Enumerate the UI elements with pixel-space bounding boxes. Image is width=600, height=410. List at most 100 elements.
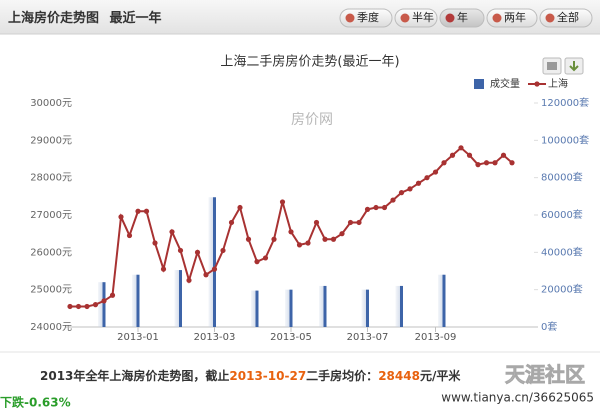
header-title: 上海房价走势图 最近一年 — [8, 10, 162, 26]
point — [381, 204, 388, 211]
point — [330, 236, 337, 242]
point — [449, 152, 456, 158]
point — [194, 249, 201, 255]
tab-button[interactable] — [394, 8, 438, 28]
y-tick-label: 24000元 — [30, 322, 72, 333]
bar-shade — [285, 289, 291, 327]
x-tick-label: 2013-03 — [194, 332, 236, 343]
bar — [442, 274, 446, 327]
x-tick-label: 2013-05 — [270, 332, 312, 343]
footer-text: 2013年全年上海房价走势图，截止 — [40, 368, 229, 383]
point — [313, 219, 320, 226]
point — [237, 204, 243, 211]
point — [339, 231, 345, 237]
point — [109, 292, 116, 298]
bar-shade — [132, 274, 138, 327]
watermark-site: 天涯社区 — [505, 363, 585, 387]
tab-button[interactable] — [539, 8, 593, 28]
footer-date: 2013-10-27 — [229, 369, 306, 383]
point — [177, 247, 184, 254]
y2-tick-label: 80000套 — [541, 171, 583, 184]
point — [398, 190, 405, 196]
legend-label: 上海 — [548, 77, 568, 90]
point — [135, 208, 141, 214]
bar-shade — [395, 285, 402, 327]
header-title-main: 上海房价走势图 — [8, 10, 99, 26]
bar — [255, 290, 259, 327]
footer-change: 下跌-0.63% — [0, 395, 71, 410]
tab-label: 全部 — [557, 10, 579, 24]
point — [271, 236, 277, 242]
y-tick-label: 30000元 — [30, 98, 72, 109]
point — [118, 214, 124, 220]
point — [228, 219, 235, 226]
tab-button[interactable] — [486, 8, 538, 28]
point — [75, 303, 82, 310]
tab-icon — [545, 13, 555, 23]
point — [322, 236, 328, 242]
point — [220, 247, 226, 254]
point — [126, 232, 133, 239]
tab-label: 半年 — [412, 10, 434, 24]
point — [288, 229, 294, 235]
tab-label: 季度 — [357, 10, 379, 24]
bar-shade — [98, 282, 104, 327]
bar-shade — [174, 270, 181, 327]
chart-watermark: 房价网 — [291, 112, 333, 128]
x-tick-label: 2013-01 — [117, 332, 159, 343]
tab-button[interactable] — [439, 8, 485, 28]
bar — [400, 285, 403, 327]
tab-button[interactable] — [339, 8, 393, 28]
legend-label: 成交量 — [490, 77, 520, 90]
point — [407, 186, 413, 192]
tab-icon — [345, 13, 355, 23]
point — [432, 169, 439, 175]
bar-shade — [319, 285, 325, 327]
legend-swatch — [474, 79, 484, 89]
point — [262, 255, 269, 261]
tab-group: 季度 半年 年 两年 全部 — [339, 8, 593, 28]
point — [160, 266, 167, 272]
point — [415, 180, 422, 186]
point — [441, 160, 447, 166]
tab-label: 年 — [457, 10, 468, 24]
point — [305, 240, 311, 246]
tab-label: 两年 — [504, 10, 526, 24]
point — [475, 162, 481, 168]
bar — [213, 197, 216, 327]
point — [279, 199, 286, 205]
y-tick-label: 26000元 — [30, 247, 72, 258]
header-subtitle: 最近一年 — [110, 10, 162, 26]
point — [186, 277, 192, 283]
y2-tick-label: 100000套 — [541, 133, 589, 146]
point — [356, 219, 362, 226]
tab-icon — [445, 13, 455, 23]
bar — [289, 289, 293, 327]
point — [347, 219, 354, 226]
y-tick-label: 28000元 — [30, 173, 72, 184]
y2-tick-label: 120000套 — [541, 96, 589, 109]
footer-price: 28448 — [378, 369, 420, 383]
point — [364, 206, 371, 212]
point — [152, 240, 158, 246]
print-icon-glyph — [547, 62, 557, 70]
legend-swatch-dot — [534, 81, 540, 87]
bar — [102, 282, 106, 327]
point — [424, 175, 430, 181]
point — [500, 152, 507, 158]
footer-unit: 元/平米 — [420, 368, 461, 383]
point — [390, 197, 396, 203]
tab-icon — [400, 13, 410, 23]
y2-tick-label: 0套 — [541, 320, 557, 333]
point — [466, 152, 473, 158]
x-tick-label: 2013-09 — [415, 332, 457, 343]
point — [169, 229, 175, 235]
point — [254, 259, 260, 265]
point — [92, 302, 99, 308]
x-tick-label: 2013-07 — [347, 332, 389, 343]
bar — [136, 274, 140, 327]
point — [203, 272, 209, 278]
point — [483, 160, 490, 166]
